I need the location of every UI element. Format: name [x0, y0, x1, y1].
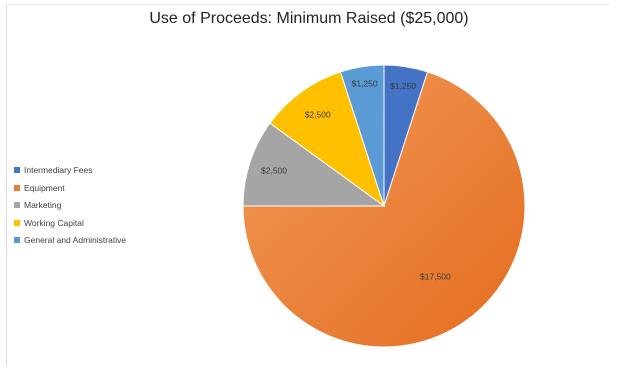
legend-label: General and Administrative	[24, 235, 127, 245]
legend-label: Equipment	[24, 182, 65, 193]
data-label-general-and-administrative: $1,250	[352, 78, 378, 88]
legend-swatch	[14, 202, 20, 208]
chart-title: Use of Proceeds: Minimum Raised ($25,000…	[149, 10, 469, 27]
legend-swatch	[14, 184, 20, 191]
data-label-intermediary-fees: $1,250	[390, 81, 416, 91]
pie-slice-marketing	[242, 122, 386, 207]
legend-label: Intermediary Fees	[24, 165, 93, 175]
legend-label: Marketing	[24, 200, 62, 210]
legend: Intermediary Fees Equipment Marketing Worki…	[14, 164, 126, 252]
legend-item-working-capital: Working Capital	[14, 217, 126, 235]
legend-swatch	[14, 237, 20, 243]
legend-item-intermediary-fees: Intermediary Fees	[14, 164, 126, 182]
legend-item-general-and-administrative: General and Administrative	[14, 234, 126, 252]
data-label-marketing: $2,500	[261, 165, 287, 175]
legend-swatch	[14, 219, 20, 226]
pie-slice-general-and-administrative	[339, 64, 385, 207]
legend-item-equipment: Equipment	[14, 182, 126, 200]
data-label-working-capital: $2,500	[305, 110, 331, 120]
legend-item-marketing: Marketing	[14, 199, 126, 217]
data-label-equipment: $17,500	[420, 272, 451, 282]
pie-slice-working-capital	[269, 71, 385, 208]
pie-slice-equipment	[242, 71, 526, 348]
legend-swatch	[14, 167, 20, 173]
legend-label: Working Capital	[24, 217, 84, 228]
